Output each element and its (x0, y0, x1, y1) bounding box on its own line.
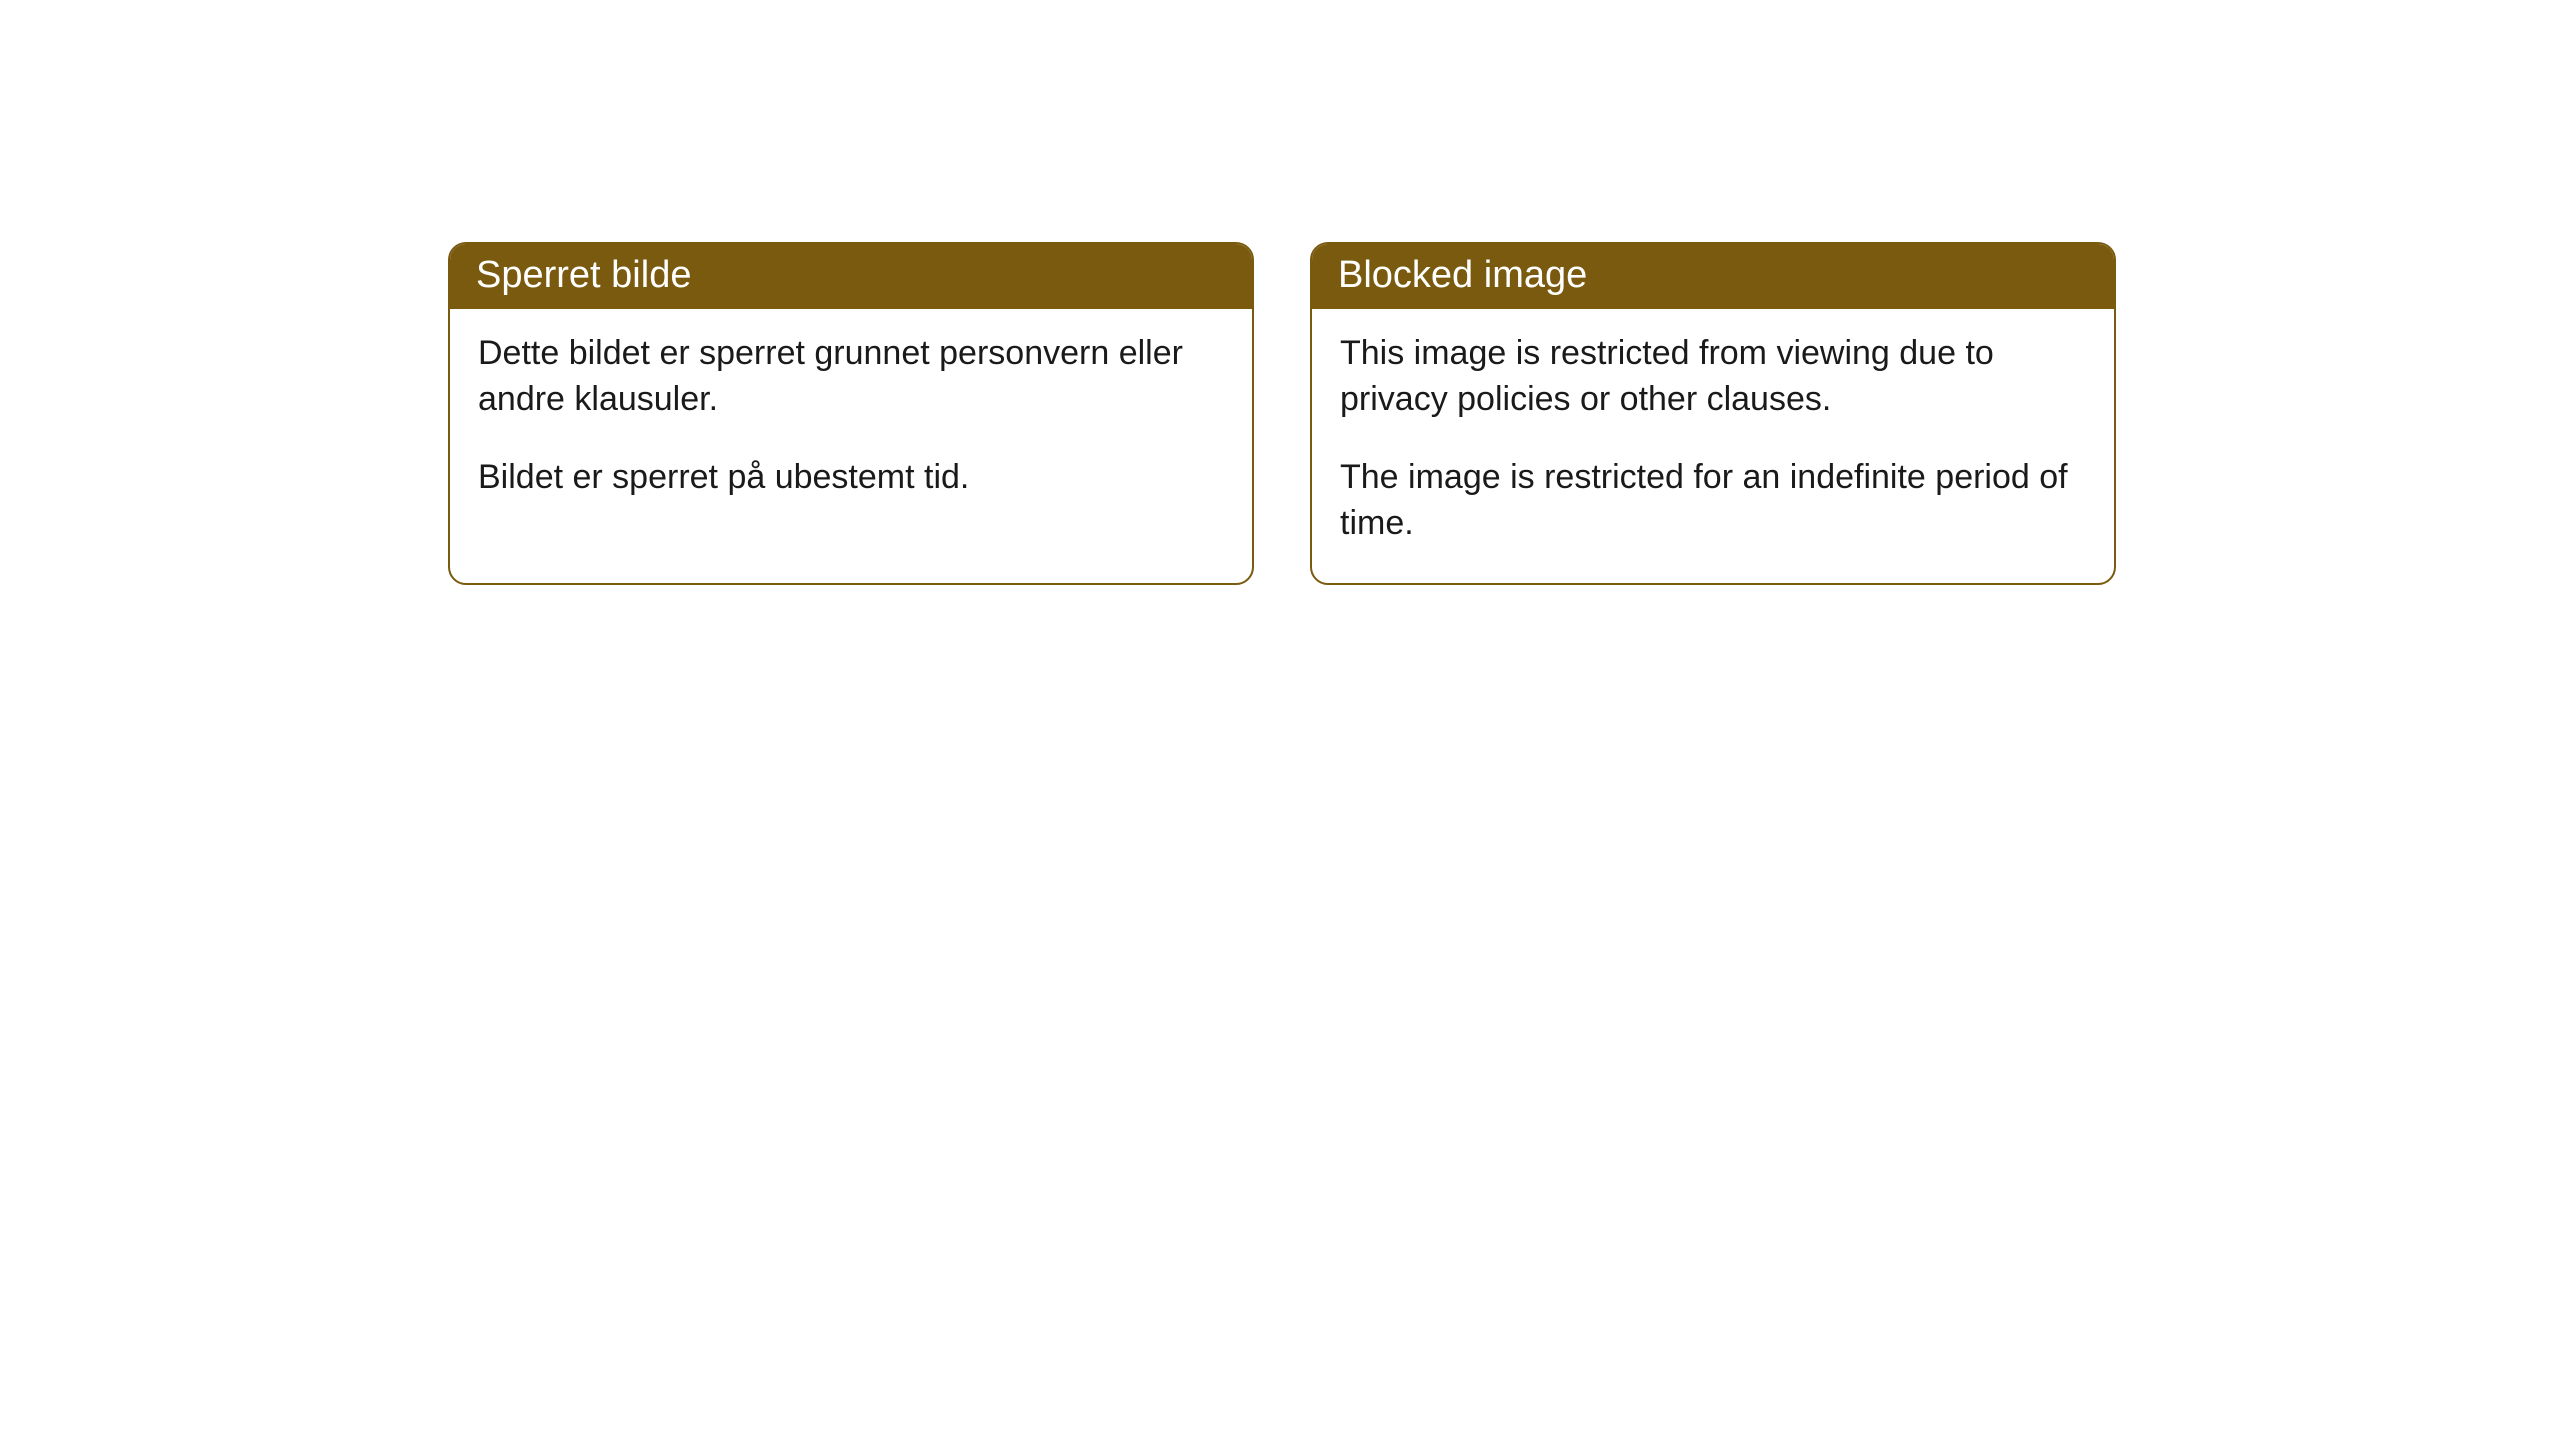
card-title: Blocked image (1338, 254, 1587, 296)
card-title: Sperret bilde (476, 254, 691, 296)
card-header: Sperret bilde (450, 244, 1252, 309)
card-paragraph: Dette bildet er sperret grunnet personve… (478, 331, 1224, 423)
card-paragraph: The image is restricted for an indefinit… (1340, 455, 2086, 547)
card-body: This image is restricted from viewing du… (1312, 309, 2114, 583)
card-paragraph: Bildet er sperret på ubestemt tid. (478, 455, 1224, 501)
notice-card-norwegian: Sperret bilde Dette bildet er sperret gr… (448, 242, 1254, 585)
notice-cards-container: Sperret bilde Dette bildet er sperret gr… (448, 242, 2116, 585)
card-body: Dette bildet er sperret grunnet personve… (450, 309, 1252, 537)
notice-card-english: Blocked image This image is restricted f… (1310, 242, 2116, 585)
card-header: Blocked image (1312, 244, 2114, 309)
card-paragraph: This image is restricted from viewing du… (1340, 331, 2086, 423)
